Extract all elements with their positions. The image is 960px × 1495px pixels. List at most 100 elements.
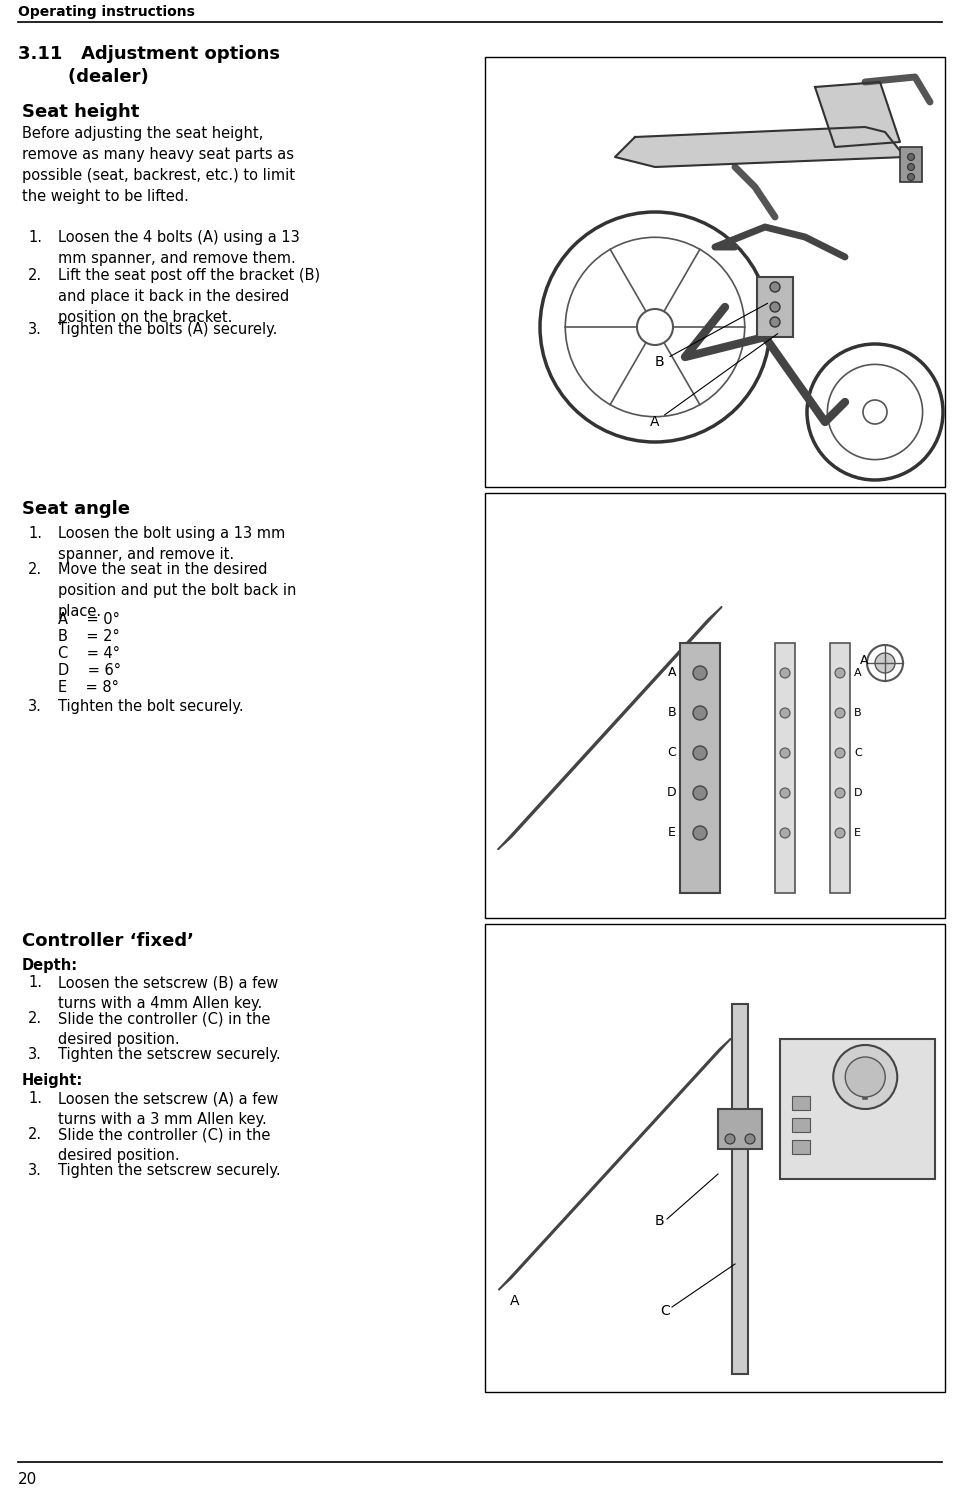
Text: Loosen the setscrew (B) a few
turns with a 4mm Allen key.: Loosen the setscrew (B) a few turns with… — [58, 975, 278, 1011]
Circle shape — [693, 827, 707, 840]
Text: Seat height: Seat height — [22, 103, 139, 121]
Text: (dealer): (dealer) — [18, 67, 149, 87]
Text: 3.11   Adjustment options: 3.11 Adjustment options — [18, 45, 280, 63]
Text: D: D — [854, 788, 862, 798]
Circle shape — [835, 709, 845, 718]
Circle shape — [780, 748, 790, 758]
Circle shape — [770, 302, 780, 312]
Text: D    = 6°: D = 6° — [58, 662, 121, 679]
Polygon shape — [498, 607, 722, 849]
Text: B    = 2°: B = 2° — [58, 629, 120, 644]
Circle shape — [875, 653, 895, 673]
Text: A: A — [650, 333, 778, 429]
Circle shape — [780, 788, 790, 798]
Text: 20: 20 — [18, 1473, 37, 1488]
Circle shape — [745, 1135, 755, 1144]
Polygon shape — [615, 127, 905, 167]
Circle shape — [693, 746, 707, 759]
Text: B: B — [667, 707, 676, 719]
Text: C: C — [854, 748, 862, 758]
Circle shape — [907, 163, 915, 170]
Text: Tighten the setscrew securely.: Tighten the setscrew securely. — [58, 1163, 280, 1178]
Text: 3.: 3. — [28, 321, 42, 336]
Polygon shape — [499, 1039, 731, 1289]
Circle shape — [693, 706, 707, 721]
Text: Loosen the bolt using a 13 mm
spanner, and remove it.: Loosen the bolt using a 13 mm spanner, a… — [58, 526, 285, 562]
Circle shape — [770, 283, 780, 292]
Circle shape — [770, 317, 780, 327]
Text: Loosen the 4 bolts (A) using a 13
mm spanner, and remove them.: Loosen the 4 bolts (A) using a 13 mm spa… — [58, 230, 300, 266]
Text: Lift the seat post off the bracket (B)
and place it back in the desired
position: Lift the seat post off the bracket (B) a… — [58, 268, 320, 324]
Circle shape — [907, 154, 915, 160]
Circle shape — [835, 828, 845, 839]
Text: A: A — [667, 667, 676, 680]
Bar — [680, 643, 720, 893]
Circle shape — [833, 1045, 898, 1109]
Circle shape — [907, 173, 915, 181]
Text: Tighten the bolt securely.: Tighten the bolt securely. — [58, 700, 244, 715]
Circle shape — [845, 1057, 885, 1097]
Bar — [757, 277, 793, 336]
Text: A: A — [510, 1295, 519, 1308]
Circle shape — [780, 668, 790, 679]
Text: C: C — [667, 746, 676, 759]
Circle shape — [835, 748, 845, 758]
Text: 3.: 3. — [28, 1163, 42, 1178]
Bar — [900, 147, 922, 182]
Text: Seat angle: Seat angle — [22, 499, 130, 517]
Circle shape — [835, 668, 845, 679]
Text: Tighten the bolts (A) securely.: Tighten the bolts (A) securely. — [58, 321, 277, 336]
Circle shape — [863, 401, 887, 425]
Circle shape — [637, 309, 673, 345]
Bar — [485, 57, 945, 487]
Text: Controller ‘fixed’: Controller ‘fixed’ — [22, 931, 194, 949]
Text: A    = 0°: A = 0° — [58, 611, 120, 626]
Text: B: B — [854, 709, 862, 718]
Circle shape — [780, 709, 790, 718]
Text: Operating instructions: Operating instructions — [18, 4, 195, 19]
Text: Depth:: Depth: — [22, 958, 78, 973]
Text: Slide the controller (C) in the
desired position.: Slide the controller (C) in the desired … — [58, 1127, 271, 1163]
Text: 2.: 2. — [28, 562, 42, 577]
Bar — [485, 493, 945, 918]
Bar — [732, 1005, 748, 1374]
Bar — [775, 643, 795, 893]
Bar — [792, 1096, 810, 1109]
Text: Loosen the setscrew (A) a few
turns with a 3 mm Allen key.: Loosen the setscrew (A) a few turns with… — [58, 1091, 278, 1127]
Text: Before adjusting the seat height,
remove as many heavy seat parts as
possible (s: Before adjusting the seat height, remove… — [22, 126, 295, 203]
Text: C    = 4°: C = 4° — [58, 646, 120, 661]
Bar — [485, 924, 945, 1392]
Text: E: E — [854, 828, 861, 839]
Text: Move the seat in the desired
position and put the bolt back in
place.: Move the seat in the desired position an… — [58, 562, 297, 619]
Circle shape — [693, 786, 707, 800]
Text: 1.: 1. — [28, 230, 42, 245]
Text: Height:: Height: — [22, 1073, 84, 1088]
Text: 3.: 3. — [28, 1046, 42, 1061]
Text: A: A — [854, 668, 862, 679]
Text: E    = 8°: E = 8° — [58, 680, 119, 695]
Text: 1.: 1. — [28, 526, 42, 541]
Text: A: A — [860, 655, 869, 667]
Text: B: B — [655, 1214, 664, 1227]
Circle shape — [725, 1135, 735, 1144]
Text: 2.: 2. — [28, 1127, 42, 1142]
Bar — [792, 1141, 810, 1154]
Bar — [718, 1109, 762, 1150]
Text: 1.: 1. — [28, 975, 42, 990]
Circle shape — [693, 665, 707, 680]
Polygon shape — [815, 82, 900, 147]
Circle shape — [780, 828, 790, 839]
Text: 3.: 3. — [28, 700, 42, 715]
Text: E: E — [668, 827, 676, 840]
Text: 2.: 2. — [28, 1011, 42, 1026]
Bar — [780, 1039, 935, 1180]
Text: D: D — [666, 786, 676, 800]
Text: C: C — [660, 1304, 670, 1319]
Circle shape — [835, 788, 845, 798]
Text: 2.: 2. — [28, 268, 42, 283]
Bar — [792, 1118, 810, 1132]
Text: Tighten the setscrew securely.: Tighten the setscrew securely. — [58, 1046, 280, 1061]
Bar — [830, 643, 850, 893]
Text: Slide the controller (C) in the
desired position.: Slide the controller (C) in the desired … — [58, 1011, 271, 1046]
Text: 1.: 1. — [28, 1091, 42, 1106]
